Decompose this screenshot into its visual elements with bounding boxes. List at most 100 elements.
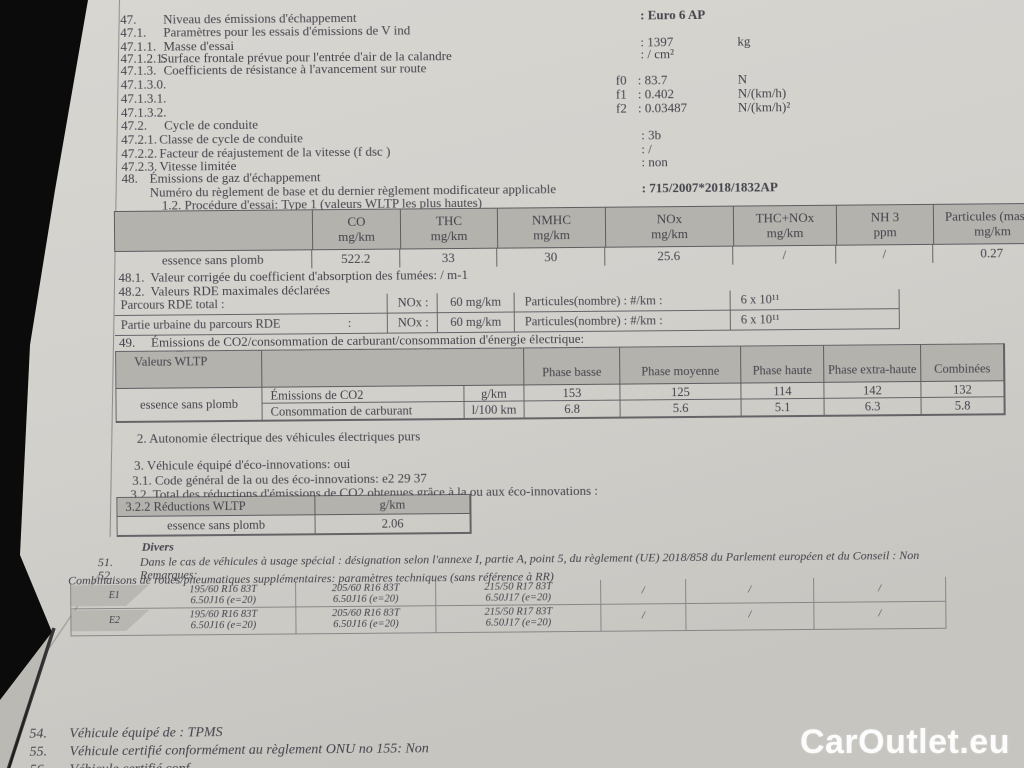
header-line1: NMHC — [531, 212, 572, 228]
wltp-co2-desc: Émissions de CO2 — [262, 385, 465, 404]
rde-nox-value: 60 mg/km — [437, 312, 515, 333]
item-number: 54. — [29, 726, 47, 742]
value-co: 522.2 — [312, 249, 401, 269]
under-page — [0, 632, 52, 768]
wltp-co2-table: Valeurs WLTP Phase basse Phase moyenne P… — [115, 343, 1006, 424]
header-line1: THC — [435, 212, 463, 229]
rim-size: 6.50J17 (e=20) — [485, 617, 552, 629]
wltp-phase-moyenne: Phase moyenne — [620, 346, 742, 385]
rde-label-text: Partie urbaine du parcours RDE — [120, 316, 281, 332]
tire-label-text: E1 — [108, 589, 120, 602]
tire-cell-1: 195/60 R16 83T 6.50J16 (e=20) — [151, 582, 297, 608]
item-label: 2. Autonomie électrique des véhicules él… — [136, 428, 421, 446]
tire-cell-3: 215/50 R17 83T 6.50J17 (e=20) — [436, 579, 602, 606]
wltp-co2-basse: 153 — [524, 384, 621, 402]
header-line1: NH 3 — [870, 209, 900, 225]
wltp-phase-combinees: Combinées — [921, 344, 1005, 382]
tire-cell-4: / — [601, 604, 687, 631]
rde-label: Parcours RDE total : — [114, 293, 388, 316]
header-cell-thcnox: THC+NOx mg/km — [733, 205, 838, 246]
reduc-header-unit: g/km — [315, 494, 471, 516]
wltp-corner-cell: Valeurs WLTP — [116, 350, 263, 389]
item-label: Véhicule certifié conf — [70, 761, 190, 768]
tire-cell-6: / — [814, 601, 947, 629]
rde-particles-label: Particules(nombre) : #/km : — [514, 310, 731, 332]
rim-size: 6.50J16 (e=20) — [332, 593, 399, 606]
wltp-reductions-table: 3.2.2 Réductions WLTP g/km essence sans … — [116, 493, 472, 538]
tire-cell-5: / — [686, 577, 815, 604]
tire-cell-3: 215/50 R17 83T 6.50J17 (e=20) — [436, 604, 602, 633]
value-particules: 0.27 — [933, 243, 1024, 263]
rim-size: 6.50J16 (e=20) — [333, 618, 399, 631]
rim-size: 6.50J17 (e=20) — [485, 592, 551, 604]
header-cell-particules: Particules (masse) mg/km — [933, 203, 1024, 244]
tire-cell-6: / — [814, 576, 947, 602]
rde-particles-value: 6 x 10¹¹ — [730, 309, 900, 330]
wltp-fuel-unit: l/100 km — [464, 401, 525, 419]
header-cell-nmhc: NMHC mg/km — [497, 207, 607, 248]
wltp-blank-header — [262, 348, 525, 388]
item-label: Véhicule équipé de : TPMS — [69, 725, 223, 742]
wltp-co2-haute: 114 — [741, 382, 825, 400]
tire-row-label: E1 — [71, 584, 151, 609]
item-label: Véhicule certifié conformément au règlem… — [69, 741, 429, 760]
wltp-co2-extra: 142 — [824, 381, 922, 399]
value-nox: 25.6 — [605, 246, 734, 266]
wltp-phase-basse: Phase basse — [524, 347, 621, 386]
reduc-row-label: essence sans plomb — [117, 515, 316, 536]
line-autonomie: 2. Autonomie électrique des véhicules él… — [4, 423, 1024, 447]
rde-label-colon: : — [347, 315, 352, 330]
wltp-fuel-extra: 6.3 — [824, 397, 922, 416]
rde-nox-value: 60 mg/km — [437, 292, 515, 313]
wltp-co2-unit: g/km — [464, 385, 525, 402]
header-line1: CO — [347, 213, 366, 229]
tire-cell-2: 205/60 R16 83T 6.50J16 (e=20) — [296, 581, 437, 607]
rde-particles-value: 6 x 10¹¹ — [730, 289, 900, 310]
header-line2: mg/km — [651, 226, 689, 242]
wltp-fuel-comb: 5.8 — [921, 397, 1005, 415]
row-label: essence sans plomb — [114, 250, 313, 271]
header-cell-thc: THC mg/km — [400, 208, 499, 249]
reduc-header-label: 3.2.2 Réductions WLTP — [117, 496, 316, 517]
header-line1: Particules (masse) — [944, 207, 1024, 224]
value-nh3: / — [836, 244, 934, 264]
header-line2: mg/km — [338, 228, 376, 245]
value-thc: 33 — [400, 248, 498, 268]
divers-title: Divers — [141, 539, 174, 554]
tire-row-label: E2 — [71, 609, 151, 636]
wltp-co2-comb: 132 — [921, 381, 1005, 398]
tire-cell-4: / — [601, 579, 687, 604]
header-cell-nox: NOx mg/km — [605, 206, 735, 247]
wltp-fuel-desc: Consommation de carburant — [262, 401, 465, 421]
reduc-row-value: 2.06 — [315, 513, 471, 535]
rde-label: Partie urbaine du parcours RDE : — [114, 313, 388, 336]
tire-label-text: E2 — [108, 614, 121, 627]
wltp-fuel-haute: 5.1 — [741, 398, 825, 417]
rim-size: 6.50J16 (e=20) — [190, 594, 256, 607]
header-line2: mg/km — [533, 227, 571, 243]
tire-combinations-table: E1 195/60 R16 83T 6.50J16 (e=20) 205/60 … — [70, 576, 947, 637]
value-thcnox: / — [733, 245, 837, 265]
header-line2: mg/km — [974, 223, 1012, 239]
header-cell-blank — [114, 210, 314, 252]
wltp-phase-haute: Phase haute — [741, 345, 825, 384]
emissions-table: CO mg/km THC mg/km NMHC mg/km NOx mg/km … — [113, 202, 1024, 271]
tire-cell-5: / — [686, 602, 815, 631]
rde-nox-label: NOx : — [387, 293, 438, 313]
caroutlet-watermark: CarOutlet.eu — [799, 723, 1010, 761]
rde-particles-label: Particules(nombre) : #/km : — [514, 290, 731, 312]
header-line2: mg/km — [430, 227, 468, 244]
wltp-fuel-moyenne: 5.6 — [620, 399, 742, 418]
header-cell-nh3: NH 3 ppm — [836, 204, 935, 245]
header-line2: ppm — [873, 224, 897, 240]
wltp-co2-moyenne: 125 — [620, 383, 742, 401]
header-cell-co: CO mg/km — [312, 209, 402, 250]
tire-cell-1: 195/60 R16 83T 6.50J16 (e=20) — [151, 607, 297, 635]
header-line2: mg/km — [766, 224, 804, 241]
item-number: 55. — [29, 744, 48, 760]
wltp-phase-extra: Phase extra-haute — [824, 344, 922, 383]
page-fold-edge — [6, 627, 56, 768]
wltp-fuel-basse: 6.8 — [524, 400, 621, 419]
